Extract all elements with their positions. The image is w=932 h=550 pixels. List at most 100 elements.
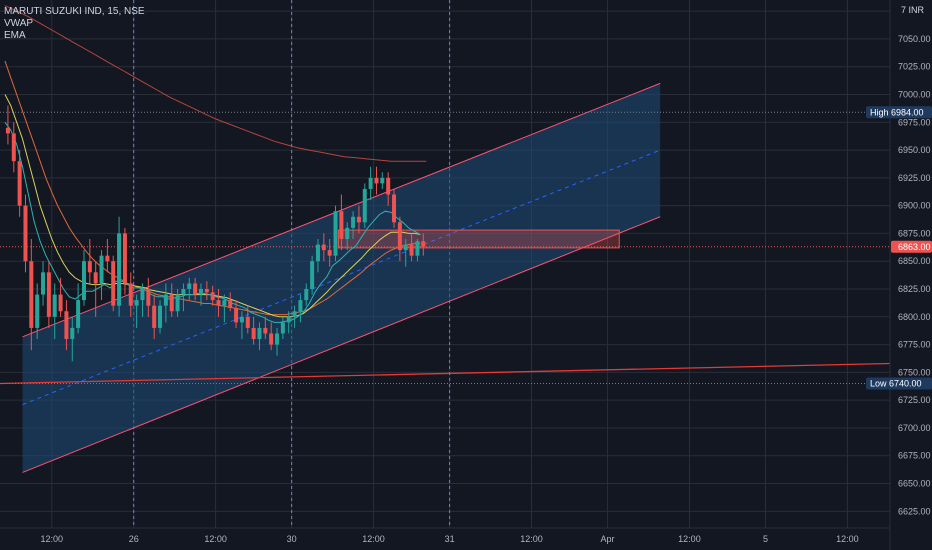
candle [403, 238, 408, 267]
candle [228, 292, 233, 312]
time-tick-label: 12:00 [204, 534, 227, 544]
candle [140, 283, 145, 317]
price-tick-label: 6675.00 [898, 451, 931, 461]
low-label: Low 6740.00 [866, 377, 932, 390]
candle [175, 289, 180, 317]
candle-body [257, 327, 262, 340]
vwap-indicator-label[interactable]: VWAP [4, 18, 34, 29]
price-tick-label: 6625.00 [898, 506, 931, 516]
candle-body [368, 177, 373, 189]
candle-body [421, 241, 426, 247]
candle-body [269, 333, 274, 345]
price-tick-label: 6875.00 [898, 228, 931, 238]
last-price-label: 6863.00 [891, 240, 932, 253]
candle [152, 294, 157, 340]
candle [76, 283, 81, 334]
candle [298, 294, 303, 323]
candle [87, 238, 92, 284]
price-tick-label: 6825.00 [898, 284, 931, 294]
candle-body [146, 289, 151, 306]
candle [216, 289, 221, 317]
time-tick-label: 26 [129, 534, 139, 544]
price-tick-label: 7050.00 [898, 34, 931, 44]
high-label: High 6984.00 [866, 106, 932, 119]
candle-body [17, 161, 22, 206]
time-tick-label: 12:00 [41, 534, 64, 544]
candle [99, 250, 104, 301]
time-tick-label: 30 [287, 534, 297, 544]
candle-body [292, 311, 297, 317]
candle-body [263, 327, 268, 334]
candle-body [99, 255, 104, 284]
candle [193, 277, 198, 301]
candle-body [128, 283, 133, 306]
candle-body [187, 283, 192, 290]
candle-body [29, 261, 34, 328]
time-tick-label: 12:00 [836, 534, 859, 544]
low-label-text: Low 6740.00 [870, 378, 922, 388]
candle [146, 277, 151, 317]
candle-body [23, 205, 28, 262]
candle [392, 188, 397, 228]
resistance-zone [337, 229, 620, 249]
candle-body [122, 233, 127, 284]
candle [304, 283, 309, 306]
candle-body [35, 294, 40, 328]
ema-indicator-label[interactable]: EMA [4, 30, 26, 41]
candle [64, 300, 69, 351]
candle-body [87, 261, 92, 273]
price-tick-label: 7025.00 [898, 62, 931, 72]
vwap-line [4, 5, 427, 162]
candle-body [298, 300, 303, 312]
candle-body [163, 294, 168, 306]
candle-body [345, 227, 350, 239]
candle-body [315, 244, 320, 262]
time-tick-label: 5 [763, 534, 768, 544]
candle-body [339, 211, 344, 239]
high-label-bg [866, 106, 932, 119]
time-axis: 12:00 26 12:00 30 12:00 31 12:00 Apr 12:00 5 12:00 [0, 527, 890, 544]
candle [368, 166, 373, 201]
candle [409, 233, 414, 262]
candle [310, 255, 315, 295]
channel-lower-line [22, 216, 661, 473]
candle-body [198, 289, 203, 295]
candle-body [140, 289, 145, 301]
candle [251, 316, 256, 345]
candle-body [304, 289, 309, 301]
candle-body [386, 177, 391, 195]
candle-body [380, 177, 385, 184]
candle [257, 322, 262, 351]
price-tick-label: 6775.00 [898, 340, 931, 350]
candle [380, 172, 385, 189]
candle [415, 238, 420, 262]
price-tick-label: 6700.00 [898, 423, 931, 433]
candle-body [275, 333, 280, 345]
price-tick-label: 6650.00 [898, 479, 931, 489]
time-tick-label: 12:00 [678, 534, 701, 544]
candle-body [76, 300, 81, 328]
candle-body [415, 241, 420, 256]
price-tick-label: 6950.00 [898, 145, 931, 155]
candle [351, 211, 356, 239]
candle-body [193, 283, 198, 295]
symbol-title[interactable]: MARUTI SUZUKI IND, 15, NSE [4, 6, 145, 17]
candle [23, 194, 28, 273]
candle-body [245, 316, 250, 328]
candle-body [286, 316, 291, 323]
candle [362, 183, 367, 228]
price-tick-label: 6850.00 [898, 256, 931, 266]
candle-body [333, 211, 338, 256]
candle [134, 294, 139, 328]
candle [158, 300, 163, 334]
currency-label[interactable]: 7 INR [901, 5, 924, 15]
candle-body [52, 294, 57, 317]
channel-mid-line [22, 149, 661, 406]
candle [52, 283, 57, 340]
candle [93, 261, 98, 317]
support-trend-line [0, 362, 891, 385]
time-tick-label: Apr [601, 534, 615, 544]
candle-body [175, 294, 180, 312]
